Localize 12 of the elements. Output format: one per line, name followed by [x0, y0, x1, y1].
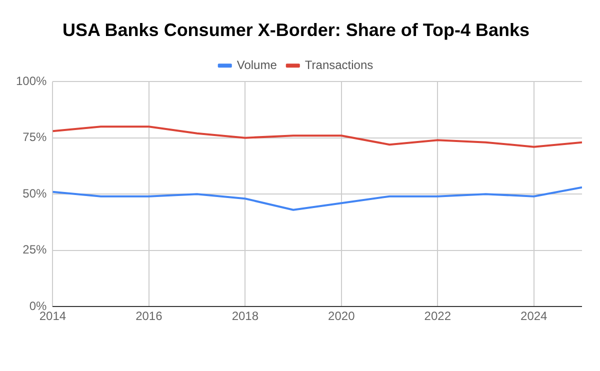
y-tick-label: 50%	[22, 186, 48, 200]
x-tick-label: 2022	[424, 309, 452, 324]
y-tick-label: 75%	[22, 130, 48, 144]
y-tick-label: 100%	[16, 74, 48, 88]
x-tick-label: 2020	[328, 309, 356, 324]
chart-title: USA Banks Consumer X-Border: Share of Top-4 Banks	[62, 20, 530, 40]
legend-label: Volume	[236, 58, 278, 72]
x-tick-label: 2018	[232, 309, 259, 324]
y-tick-label: 25%	[22, 242, 48, 257]
x-tick-label: 2024	[520, 309, 548, 324]
x-tick-label: 2016	[136, 309, 163, 324]
legend-label: Transactions	[304, 58, 374, 72]
